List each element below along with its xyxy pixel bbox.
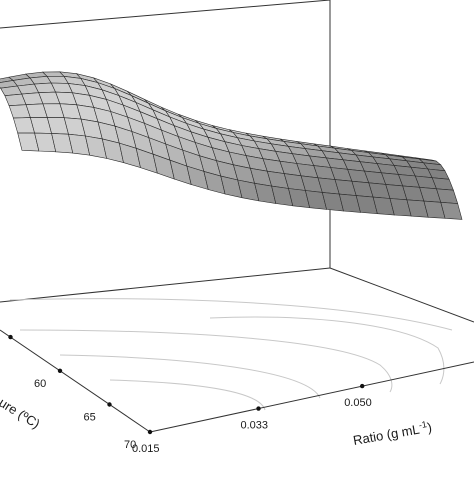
y-tick-label: 60 [34, 378, 46, 390]
back-floor-edge-right [329, 267, 474, 323]
y-tick-mark [8, 334, 13, 340]
x-tick-label: 0.015 [132, 443, 160, 455]
y-tick-mark [57, 368, 63, 373]
y-tick-label: 70 [124, 439, 136, 451]
contour-line [19, 329, 393, 393]
x-tick-mark [256, 406, 261, 411]
box-frame [0, 0, 474, 323]
ratio-axis-line [149, 361, 474, 433]
contour-line [109, 379, 266, 411]
response-surface [0, 71, 463, 220]
y-tick-mark [107, 402, 112, 407]
temperature-axis-line [0, 329, 151, 433]
x-axis-title: Ratio (g mL-1) [352, 418, 433, 448]
surface-patch [440, 201, 463, 220]
contour-line [209, 316, 445, 385]
back-top-edge [0, 0, 331, 29]
x-axis-title-close: ) [426, 419, 433, 435]
x-tick-mark [147, 429, 153, 435]
floor-contours [9, 298, 453, 411]
contour-line [9, 298, 453, 331]
contour-line [59, 354, 321, 399]
x-axis-title-superscript: -1 [418, 419, 428, 430]
x-tick-label: 0.033 [241, 420, 269, 432]
y-tick-label: 65 [84, 412, 96, 424]
x-tick-mark [360, 383, 365, 389]
y-axis-title: ure (ºC) [0, 395, 43, 432]
back-floor-edge-left [0, 267, 331, 303]
x-tick-label: 0.050 [344, 397, 372, 409]
floor-front-edges [0, 329, 474, 433]
